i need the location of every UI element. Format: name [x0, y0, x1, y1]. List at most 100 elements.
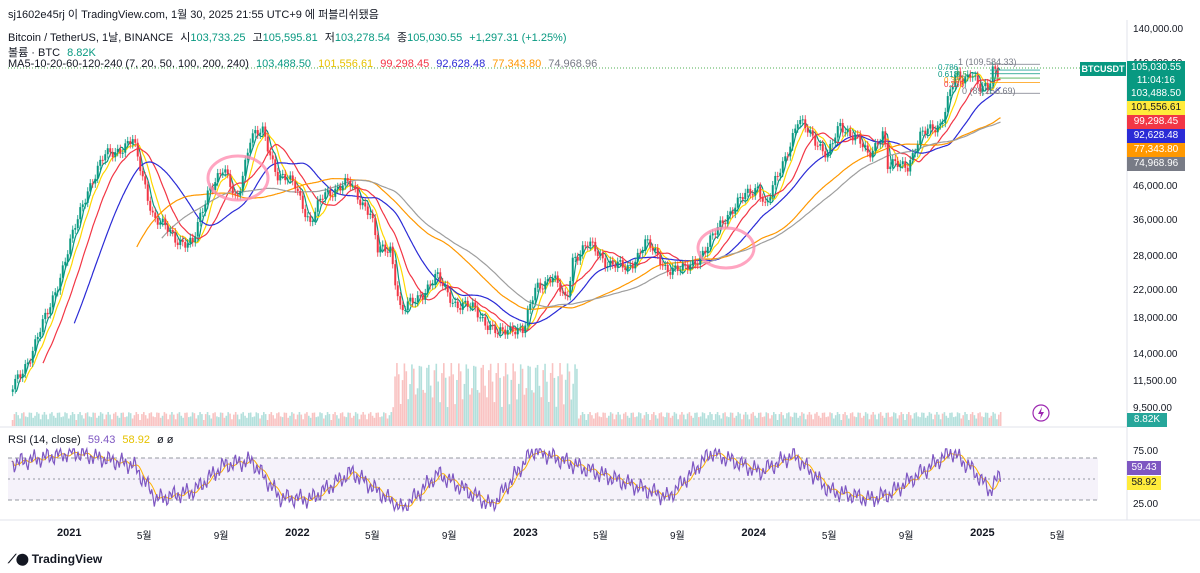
price-axis-label: 14,000.00: [1133, 348, 1178, 360]
volume-bar: [615, 414, 618, 426]
countdown-tag: 11:04:16: [1127, 74, 1185, 88]
rsi-legend: RSI (14, close) 59.43 58.92 ø ø: [8, 434, 178, 446]
candle-body: [419, 295, 422, 297]
candle-body: [926, 128, 929, 134]
candle-body: [331, 196, 334, 198]
volume-bar: [122, 412, 124, 426]
candle-body: [461, 302, 464, 310]
candle-body: [36, 336, 39, 340]
candle-body: [484, 317, 487, 326]
candle-body: [201, 211, 204, 213]
volume-bar: [19, 418, 21, 426]
candle-body: [344, 178, 347, 186]
candle-body: [921, 130, 924, 132]
candle-body: [116, 148, 119, 153]
volume-bar: [508, 404, 511, 426]
volume-bar: [898, 415, 901, 426]
volume-bar: [801, 412, 803, 426]
candle-body: [789, 146, 792, 157]
candle-body: [416, 295, 419, 303]
volume-bar: [293, 413, 295, 426]
volume-bar: [394, 376, 396, 426]
candle-body: [366, 206, 369, 215]
candle-body: [599, 253, 602, 256]
candle-body: [104, 154, 107, 161]
volume-bar: [638, 412, 640, 426]
lightning-icon[interactable]: [1032, 404, 1050, 422]
candle-body: [624, 267, 627, 270]
rsi-label[interactable]: RSI (14, close): [8, 434, 81, 446]
volume-label[interactable]: 볼륨 · BTC: [8, 47, 61, 59]
volume-bar: [448, 376, 451, 426]
rsi-tag: 59.43: [1127, 461, 1161, 475]
volume-bar: [116, 415, 119, 426]
candle-body: [616, 261, 619, 268]
volume-bar: [473, 365, 475, 426]
volume-bar: [118, 417, 121, 426]
open-label: 시: [180, 32, 191, 44]
candle-body: [454, 301, 457, 303]
volume-bar: [178, 412, 181, 426]
candle-body: [706, 246, 709, 254]
candle-body: [119, 148, 122, 154]
candle-body: [26, 362, 29, 365]
candle-body: [304, 208, 307, 218]
volume-bar: [439, 402, 441, 426]
volume-bar: [437, 381, 439, 426]
volume-bar: [664, 417, 666, 426]
candle-body: [821, 144, 824, 152]
volume-bar: [919, 417, 921, 426]
candle-body: [644, 239, 647, 251]
volume-bar: [158, 412, 160, 426]
symbol-name[interactable]: Bitcoin / TetherUS, 1날, BINANCE: [8, 32, 174, 44]
candle-body: [689, 265, 692, 270]
candle-body: [436, 272, 439, 274]
volume-bar: [986, 412, 989, 426]
volume-bar: [281, 417, 284, 426]
price-axis-label: 46,000.00: [1133, 180, 1178, 192]
volume-bar: [744, 412, 747, 426]
volume-bar: [534, 367, 537, 426]
volume-bar: [626, 415, 629, 426]
volume-bar: [171, 412, 173, 426]
volume-bar: [872, 412, 874, 426]
publish-text: sj1602e45rj 이 TradingView.com, 1월 30, 20…: [8, 9, 379, 21]
volume-bar: [276, 413, 278, 426]
volume-bar: [846, 415, 848, 426]
candle-body: [426, 284, 429, 294]
volume-bar: [263, 412, 265, 426]
candle-body: [946, 96, 949, 112]
candle-body: [729, 211, 732, 215]
candle-body: [854, 134, 857, 141]
candle-body: [911, 153, 914, 161]
candle-body: [736, 197, 739, 208]
candle-body: [156, 218, 159, 225]
candle-body: [334, 188, 337, 197]
ma-label[interactable]: MA5-10-20-60-120-240 (7, 20, 50, 100, 20…: [8, 58, 249, 70]
volume-bar: [240, 413, 243, 426]
volume-bar: [458, 363, 460, 426]
volume-bar: [128, 412, 130, 426]
volume-bar: [92, 412, 94, 426]
volume-bar: [759, 412, 762, 426]
candle-body: [219, 173, 222, 175]
volume-bar: [557, 376, 559, 426]
candle-body: [826, 153, 829, 158]
volume-bar: [956, 412, 959, 426]
volume-bar: [193, 413, 196, 426]
candle-body: [891, 159, 894, 167]
volume-bar: [876, 419, 878, 426]
volume-bar: [81, 415, 83, 426]
candle-body: [291, 175, 294, 182]
candle-body: [311, 220, 314, 222]
volume-bar: [523, 394, 526, 426]
close-label: 종: [397, 32, 408, 44]
tradingview-logo[interactable]: ⟋⬤ TradingView: [8, 552, 103, 566]
candle-body: [144, 176, 147, 185]
candle-body: [24, 364, 27, 374]
volume-bar: [21, 413, 23, 426]
candle-body: [674, 265, 677, 268]
volume-bar: [413, 368, 415, 426]
candle-body: [684, 263, 687, 266]
